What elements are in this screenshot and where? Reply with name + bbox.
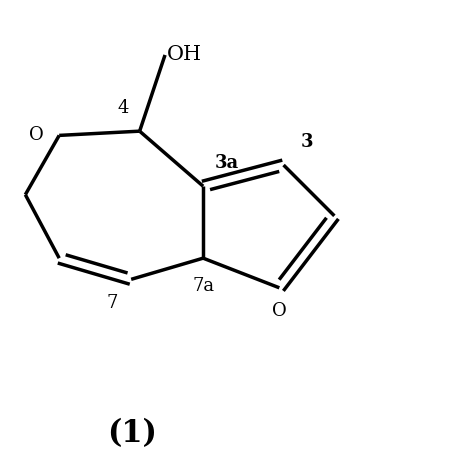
Text: (1): (1) — [107, 418, 157, 449]
Text: 3: 3 — [301, 133, 313, 151]
Text: OH: OH — [166, 46, 201, 64]
Text: 7a: 7a — [192, 277, 214, 295]
Text: 3a: 3a — [214, 154, 238, 172]
Text: O: O — [28, 127, 43, 145]
Text: 4: 4 — [117, 99, 128, 117]
Text: 7: 7 — [107, 293, 118, 311]
Text: O: O — [272, 302, 287, 320]
